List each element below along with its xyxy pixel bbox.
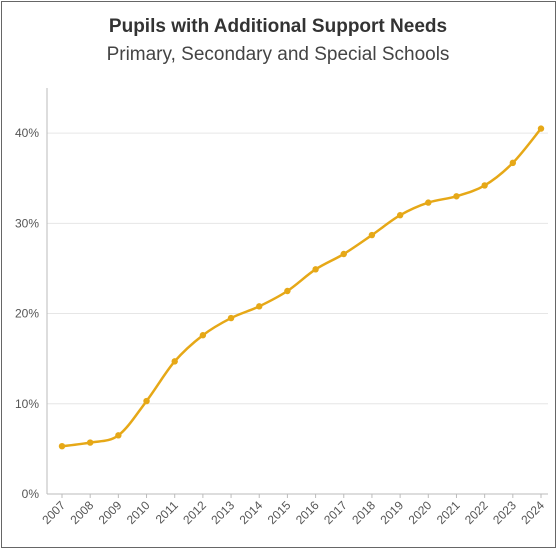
x-tick-label: 2024 [518, 498, 547, 527]
data-point[interactable] [284, 287, 291, 295]
data-point[interactable] [115, 432, 122, 439]
axes [46, 88, 548, 498]
data-point[interactable] [509, 159, 517, 167]
data-point[interactable] [58, 442, 66, 450]
x-tick-label: 2013 [208, 498, 237, 527]
data-point[interactable] [86, 439, 94, 446]
y-tick-label: 40% [15, 126, 39, 140]
data-point[interactable] [537, 125, 545, 132]
x-tick-label: 2009 [96, 498, 125, 527]
data-points [58, 125, 545, 450]
data-point[interactable] [199, 332, 207, 339]
y-tick-label: 10% [15, 397, 39, 411]
x-tick-label: 2011 [153, 498, 181, 526]
data-point[interactable] [340, 250, 347, 258]
data-point[interactable] [453, 193, 460, 200]
x-tick-label: 2017 [321, 498, 350, 527]
x-tick-label: 2021 [434, 498, 463, 527]
data-point[interactable] [481, 182, 488, 189]
data-point[interactable] [171, 358, 178, 365]
x-tick-label: 2023 [490, 498, 519, 527]
x-tick-label: 2008 [68, 498, 97, 527]
x-tick-label: 2020 [406, 498, 435, 527]
y-tick-label: 20% [15, 307, 39, 321]
x-tick-label: 2022 [462, 498, 491, 527]
data-point[interactable] [227, 314, 235, 322]
y-tick-label: 0% [22, 487, 40, 501]
x-tick-label: 2019 [377, 498, 406, 527]
data-point[interactable] [368, 231, 376, 239]
y-tick-labels: 0% 10% 20% 30% 40% [15, 126, 39, 501]
chart-title: Pupils with Additional Support Needs [108, 16, 448, 37]
chart-subtitle: Primary, Secondary and Special Schools [106, 44, 450, 65]
data-point[interactable] [143, 397, 150, 405]
x-tick-label: 2014 [237, 498, 266, 527]
grid-lines [47, 132, 548, 405]
x-tick-label: 2012 [180, 498, 209, 527]
data-point[interactable] [425, 199, 432, 206]
x-tick-label: 2016 [293, 498, 322, 527]
y-tick-label: 30% [15, 216, 39, 230]
x-tick-label: 2015 [265, 498, 294, 527]
x-tick-label: 2007 [39, 498, 68, 527]
series-line [61, 127, 542, 448]
data-point[interactable] [312, 266, 319, 273]
x-tick-label: 2018 [349, 498, 378, 527]
series-path [61, 127, 542, 448]
x-tick-labels: 2007 2008 2009 2010 2011 2012 2013 2014 2015 2016… [39, 498, 547, 527]
x-tick-label: 2010 [124, 498, 153, 527]
data-point[interactable] [256, 303, 263, 310]
data-point[interactable] [396, 212, 404, 219]
